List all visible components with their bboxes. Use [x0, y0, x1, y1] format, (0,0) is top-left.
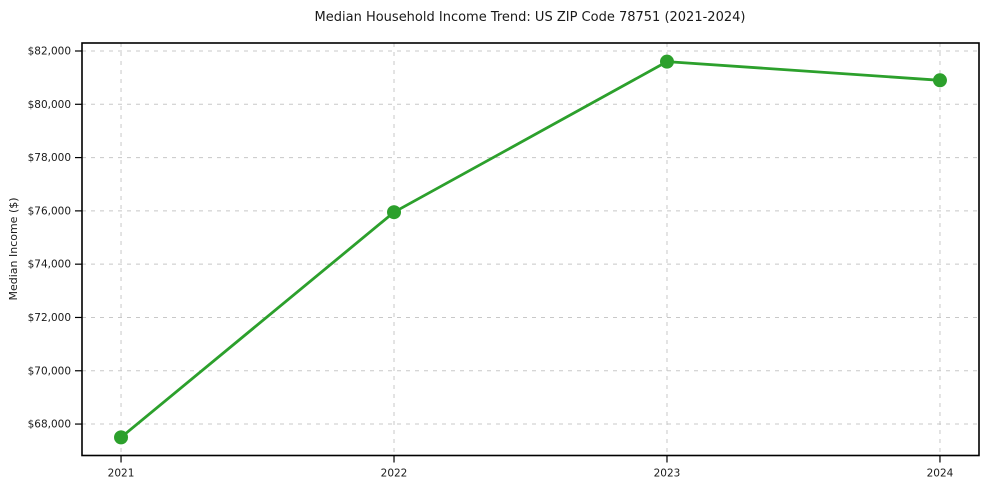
x-tick-label: 2024 [927, 468, 954, 480]
data-point-2023 [659, 54, 674, 69]
y-tick-label: $78,000 [28, 152, 71, 164]
grid-layer [82, 43, 979, 456]
x-tick-label: 2022 [381, 468, 408, 480]
x-tick-label: 2021 [108, 468, 135, 480]
y-tick-label: $70,000 [28, 365, 71, 377]
axis-layer: $68,000 $70,000 $72,000 $74,000 $76,000 $78,0… [28, 45, 954, 479]
trend-series [114, 54, 947, 445]
y-tick-label: $74,000 [28, 259, 71, 271]
chart-title: Median Household Income Trend: US ZIP Co… [315, 10, 746, 25]
y-tick-label: $72,000 [28, 312, 71, 324]
y-tick-label: $68,000 [28, 419, 71, 431]
plot-border [81, 42, 980, 457]
y-axis-label: Median Income ($) [7, 197, 20, 300]
data-point-2024 [932, 73, 947, 88]
data-point-2022 [387, 205, 402, 220]
y-tick-label: $80,000 [28, 99, 71, 111]
y-tick-label: $76,000 [28, 205, 71, 217]
data-point-2021 [114, 430, 129, 445]
x-tick-label: 2023 [654, 468, 681, 480]
y-tick-label: $82,000 [28, 45, 71, 57]
trend-line [119, 60, 942, 439]
